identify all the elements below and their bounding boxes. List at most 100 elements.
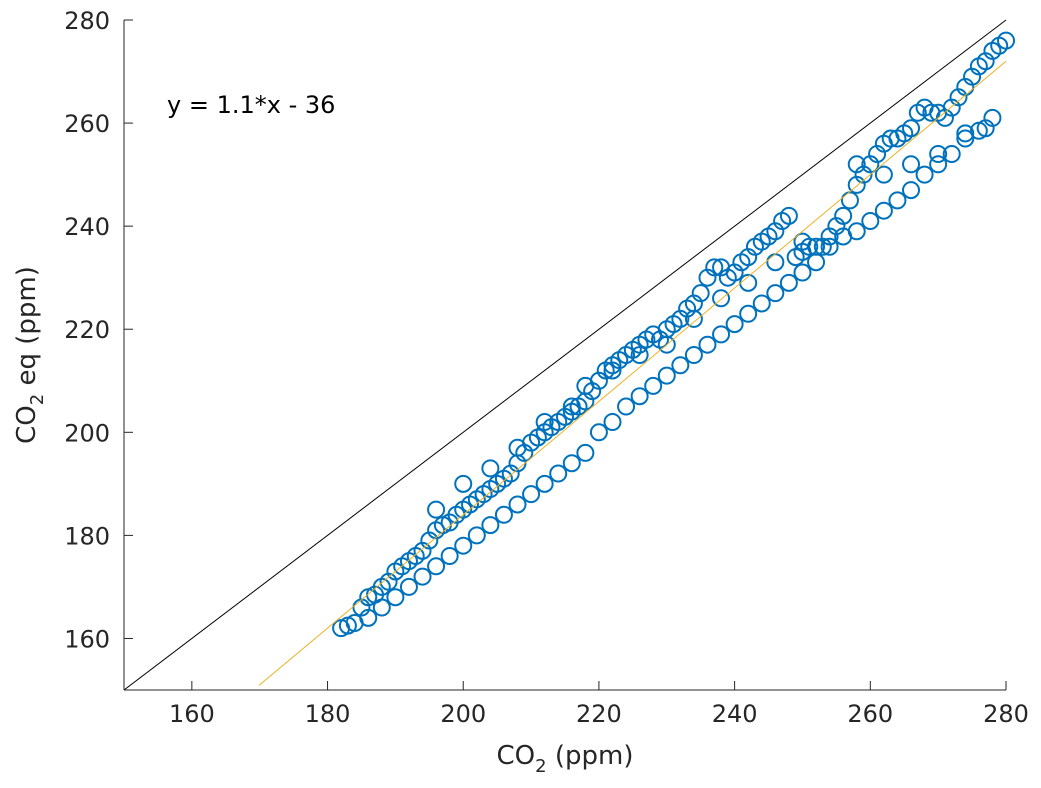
y-axis-label-main: CO	[12, 405, 42, 444]
scatter-point	[657, 335, 676, 354]
scatter-point	[508, 438, 527, 457]
x-tick-label: 280	[983, 700, 1029, 728]
scatter-point	[712, 289, 731, 308]
plot-area	[123, 19, 1015, 691]
scatter-point	[976, 119, 995, 138]
scatter-point	[617, 397, 636, 416]
y-tick-label: 200	[64, 419, 110, 447]
scatter-point	[861, 212, 880, 230]
scatter-point	[902, 119, 921, 138]
scatter-point	[630, 346, 649, 364]
x-axis-label-rest: (ppm)	[547, 741, 634, 771]
y-ticks: 160 180 200 220 240 260 280	[64, 7, 133, 653]
y-tick-label: 260	[64, 110, 110, 138]
scatter-point	[874, 201, 893, 220]
scatter-point	[929, 145, 948, 163]
scatter-point	[942, 145, 961, 163]
scatter-point	[576, 376, 595, 395]
scatter-point	[386, 588, 405, 607]
scatter-point	[834, 206, 853, 225]
x-tick-label: 240	[712, 700, 758, 728]
scatter-point	[807, 253, 826, 272]
scatter-point	[698, 335, 717, 354]
scatter-point	[399, 577, 418, 596]
scatter-point	[847, 155, 866, 174]
scatter-point	[847, 222, 866, 241]
scatter-point	[684, 346, 703, 364]
scatter-point	[671, 356, 690, 375]
scatter-point	[440, 547, 459, 565]
scatter-point	[603, 413, 622, 431]
scatter-point	[481, 459, 500, 478]
y-tick-label: 280	[64, 7, 110, 35]
scatter-point	[793, 232, 812, 251]
scatter-point	[372, 598, 391, 617]
scatter-point	[779, 206, 798, 225]
fit-equation-annotation: y = 1.1*x - 36	[167, 91, 335, 119]
x-axis-label-subscript: 2	[535, 756, 546, 777]
scatter-point	[589, 423, 608, 442]
scatter-point	[739, 304, 758, 323]
scatter-point	[705, 258, 724, 277]
scatter-point	[576, 443, 595, 462]
scatter-point	[956, 129, 975, 148]
x-axis: 160 180 200 220 240 260 280	[124, 681, 1029, 728]
scatter-point	[413, 567, 432, 586]
scatter-point	[562, 454, 581, 473]
scatter-point	[535, 413, 554, 431]
scatter-point	[549, 464, 568, 483]
x-tick-label: 160	[169, 700, 215, 728]
scatter-point	[766, 284, 785, 303]
x-tick-label: 260	[847, 700, 893, 728]
x-tick-label: 220	[576, 700, 622, 728]
scatter-point	[522, 485, 541, 504]
scatter-point	[725, 315, 744, 334]
scatter-point	[712, 325, 731, 344]
y-axis-label-subscript: 2	[27, 394, 48, 405]
scatter-point	[997, 31, 1015, 50]
x-tick-label: 200	[440, 700, 486, 728]
scatter-point	[359, 608, 378, 627]
scatter-point	[902, 155, 921, 174]
scatter-point	[603, 361, 622, 380]
y-tick-label: 180	[64, 522, 110, 550]
scatter-point	[535, 474, 554, 493]
y-axis-label-rest: eq (ppm)	[12, 266, 42, 394]
scatter-point	[494, 505, 513, 524]
scatter-point	[793, 263, 812, 282]
scatter-point	[874, 165, 893, 184]
x-tick-label: 180	[305, 700, 351, 728]
scatter-point	[467, 526, 486, 545]
scatter-point	[779, 273, 798, 292]
scatter-point	[481, 516, 500, 535]
scatter-point	[427, 500, 446, 519]
scatter-point	[644, 376, 663, 395]
x-axis-label-main: CO	[497, 741, 536, 771]
y-tick-label: 220	[64, 316, 110, 344]
scatter-point	[929, 155, 948, 174]
scatter-point	[691, 284, 710, 303]
scatter-point	[508, 495, 527, 514]
scatter-point	[562, 397, 581, 416]
scatter-point	[684, 309, 703, 328]
scatter-point	[956, 124, 975, 143]
scatter-point	[454, 536, 473, 555]
scatter-point	[888, 191, 907, 210]
y-tick-label: 240	[64, 213, 110, 241]
fit-line	[258, 60, 1007, 686]
scatter-point	[657, 366, 676, 385]
y-axis-label: CO2 eq (ppm)	[12, 266, 48, 444]
scatter-point	[820, 237, 839, 256]
scatter-point	[902, 181, 921, 200]
scatter-point	[427, 557, 446, 576]
scatter-point	[630, 387, 649, 406]
reference-line	[123, 19, 1007, 691]
scatter-point	[752, 294, 771, 313]
x-ticks: 160 180 200 220 240 260 280	[169, 681, 1029, 728]
y-tick-label: 160	[64, 625, 110, 653]
y-axis: 160 180 200 220 240 260 280	[64, 7, 133, 690]
scatter-point	[840, 191, 859, 210]
scatter-points	[332, 31, 1015, 638]
scatter-point	[454, 474, 473, 493]
